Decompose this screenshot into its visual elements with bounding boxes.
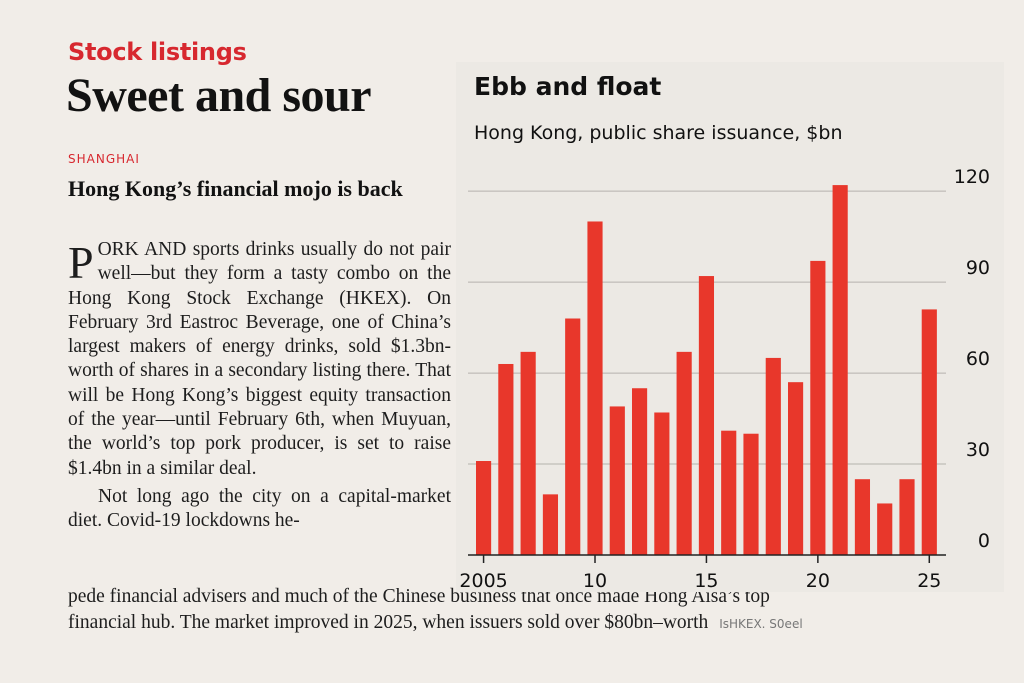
- bar-2025: [921, 309, 937, 555]
- paragraph-2: Not long ago the city on a capital-marke…: [68, 485, 451, 532]
- text-line-2-body: financial hub. The market improved in 20…: [68, 612, 709, 633]
- bar-2024: [899, 479, 915, 555]
- drop-cap: P: [68, 237, 94, 288]
- y-tick-label: 0: [978, 530, 990, 552]
- bar-chart: 0 30 60 90 120 2005 10 15 20 25: [459, 166, 990, 592]
- y-tick-label: 90: [966, 257, 990, 279]
- bar-2013: [654, 412, 670, 555]
- bar-2019: [788, 382, 804, 555]
- paragraph-1: P ORK AND sports drinks usually do not pa…: [68, 238, 451, 481]
- bar-2014: [676, 351, 692, 555]
- x-tick-label: 25: [917, 570, 941, 592]
- bar-2011: [609, 406, 625, 555]
- bar-2010: [587, 221, 603, 555]
- bar-2018: [765, 357, 781, 555]
- bar-2021: [832, 185, 848, 555]
- bar-2012: [632, 388, 648, 555]
- text-line-2: financial hub. The market improved in 20…: [68, 610, 998, 637]
- bar-2022: [854, 479, 871, 555]
- chart-title: Ebb and float: [474, 72, 662, 101]
- bar-2016: [721, 430, 737, 555]
- bar-2005: [476, 461, 492, 555]
- bar-2020: [810, 260, 826, 555]
- headline: Sweet and sour: [66, 69, 372, 122]
- bar-2015: [698, 276, 715, 555]
- x-tick-label: 15: [694, 570, 718, 592]
- chart-subtitle: Hong Kong, public share issuance, $bn: [474, 122, 843, 144]
- bar-2023: [877, 503, 893, 555]
- section-label: Stock listings: [68, 38, 247, 66]
- y-tick-label: 30: [966, 439, 990, 461]
- bar-2006: [498, 363, 514, 555]
- deck: Hong Kong’s financial mojo is back: [68, 176, 403, 201]
- y-tick-label: 120: [954, 166, 990, 188]
- bar-2009: [565, 318, 581, 555]
- y-tick-label: 60: [966, 348, 990, 370]
- dateline: SHANGHAI: [68, 152, 140, 166]
- source-credit: IsHKEX. S0eel: [719, 617, 803, 631]
- bar-2008: [542, 494, 559, 555]
- x-tick-label: 2005: [459, 570, 507, 592]
- paragraph-1-text: ORK AND sports drinks usually do not pai…: [68, 239, 451, 479]
- article-body: P ORK AND sports drinks usually do not pa…: [68, 238, 451, 534]
- bar-2017: [743, 433, 759, 555]
- x-tick-label: 20: [806, 570, 830, 592]
- x-tick-label: 10: [583, 570, 607, 592]
- bar-2007: [520, 351, 536, 555]
